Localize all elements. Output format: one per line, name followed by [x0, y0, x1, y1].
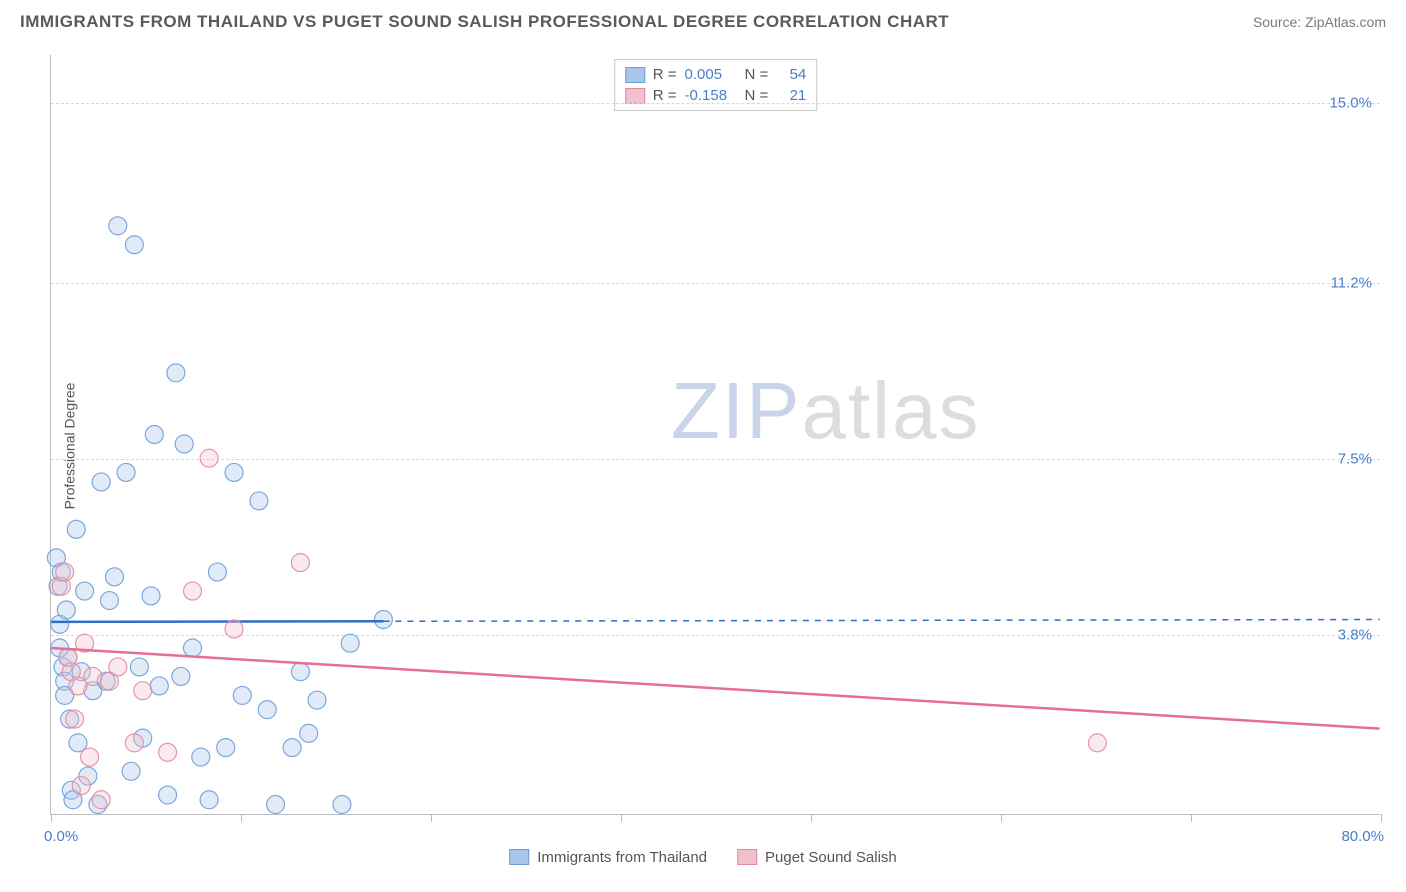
- data-point: [159, 743, 177, 761]
- data-point: [159, 786, 177, 804]
- x-tick: [1001, 814, 1002, 822]
- data-point: [333, 796, 351, 814]
- data-point: [142, 587, 160, 605]
- series-legend-item: Puget Sound Salish: [737, 826, 897, 888]
- x-tick: [51, 814, 52, 822]
- data-point: [122, 762, 140, 780]
- r-value: -0.158: [685, 87, 737, 104]
- data-point: [125, 734, 143, 752]
- legend-swatch: [509, 849, 529, 865]
- data-point: [300, 724, 318, 742]
- data-point: [374, 611, 392, 629]
- data-point: [258, 701, 276, 719]
- y-tick-label: 11.2%: [1331, 275, 1372, 292]
- source-name: ZipAtlas.com: [1305, 14, 1386, 30]
- data-point: [76, 582, 94, 600]
- gridline: [51, 635, 1380, 636]
- data-point: [125, 236, 143, 254]
- x-axis-min: 0.0%: [44, 828, 78, 845]
- legend-swatch: [737, 849, 757, 865]
- data-point: [1088, 734, 1106, 752]
- data-point: [184, 582, 202, 600]
- data-point: [341, 634, 359, 652]
- gridline: [51, 103, 1380, 104]
- trend-line: [51, 621, 383, 622]
- data-point: [250, 492, 268, 510]
- n-label: N =: [745, 87, 769, 104]
- gridline: [51, 283, 1380, 284]
- y-tick-label: 7.5%: [1338, 450, 1372, 467]
- legend-swatch: [625, 67, 645, 83]
- x-tick: [241, 814, 242, 822]
- data-point: [109, 658, 127, 676]
- data-point: [167, 364, 185, 382]
- stats-legend-row: R = 0.005 N = 54: [625, 64, 807, 85]
- n-value: 21: [776, 87, 806, 104]
- n-value: 54: [776, 66, 806, 83]
- data-point: [100, 592, 118, 610]
- data-point: [145, 426, 163, 444]
- data-point: [192, 748, 210, 766]
- data-point: [150, 677, 168, 695]
- data-point: [308, 691, 326, 709]
- r-label: R =: [653, 87, 677, 104]
- data-point: [233, 686, 251, 704]
- data-point: [57, 601, 75, 619]
- data-point: [72, 777, 90, 795]
- chart-title: IMMIGRANTS FROM THAILAND VS PUGET SOUND …: [20, 12, 949, 32]
- y-tick-label: 3.8%: [1338, 626, 1372, 643]
- data-point: [267, 796, 285, 814]
- data-point: [56, 563, 74, 581]
- data-point: [84, 667, 102, 685]
- trend-line: [51, 648, 1379, 729]
- data-point: [184, 639, 202, 657]
- x-tick: [811, 814, 812, 822]
- data-point: [217, 739, 235, 757]
- chart-header: IMMIGRANTS FROM THAILAND VS PUGET SOUND …: [0, 0, 1406, 40]
- data-point: [105, 568, 123, 586]
- data-point: [81, 748, 99, 766]
- x-tick: [1381, 814, 1382, 822]
- data-point: [208, 563, 226, 581]
- data-point: [200, 791, 218, 809]
- data-point: [283, 739, 301, 757]
- series-legend-item: Immigrants from Thailand: [509, 826, 707, 888]
- y-tick-label: 15.0%: [1329, 94, 1372, 111]
- series-name: Puget Sound Salish: [765, 849, 897, 866]
- data-point: [92, 791, 110, 809]
- x-tick: [1191, 814, 1192, 822]
- scatter-svg: [51, 55, 1380, 814]
- x-tick: [621, 814, 622, 822]
- x-axis-max: 80.0%: [1341, 828, 1384, 845]
- gridline: [51, 459, 1380, 460]
- x-tick: [431, 814, 432, 822]
- data-point: [67, 520, 85, 538]
- data-point: [291, 663, 309, 681]
- r-label: R =: [653, 66, 677, 83]
- n-label: N =: [745, 66, 769, 83]
- plot-area: ZIPatlas R =0.005N =54R =-0.158N =21 3.8…: [50, 55, 1380, 815]
- data-point: [291, 554, 309, 572]
- data-point: [92, 473, 110, 491]
- data-point: [66, 710, 84, 728]
- source-label: Source:: [1253, 14, 1301, 30]
- data-point: [117, 463, 135, 481]
- series-legend: Immigrants from Thailand Puget Sound Sali…: [509, 826, 897, 888]
- data-point: [134, 682, 152, 700]
- data-point: [175, 435, 193, 453]
- source-credit: Source: ZipAtlas.com: [1253, 14, 1386, 30]
- legend-swatch: [625, 88, 645, 104]
- r-value: 0.005: [685, 66, 737, 83]
- data-point: [130, 658, 148, 676]
- data-point: [172, 667, 190, 685]
- series-name: Immigrants from Thailand: [537, 849, 707, 866]
- trend-line-dashed: [383, 620, 1379, 622]
- data-point: [109, 217, 127, 235]
- data-point: [225, 463, 243, 481]
